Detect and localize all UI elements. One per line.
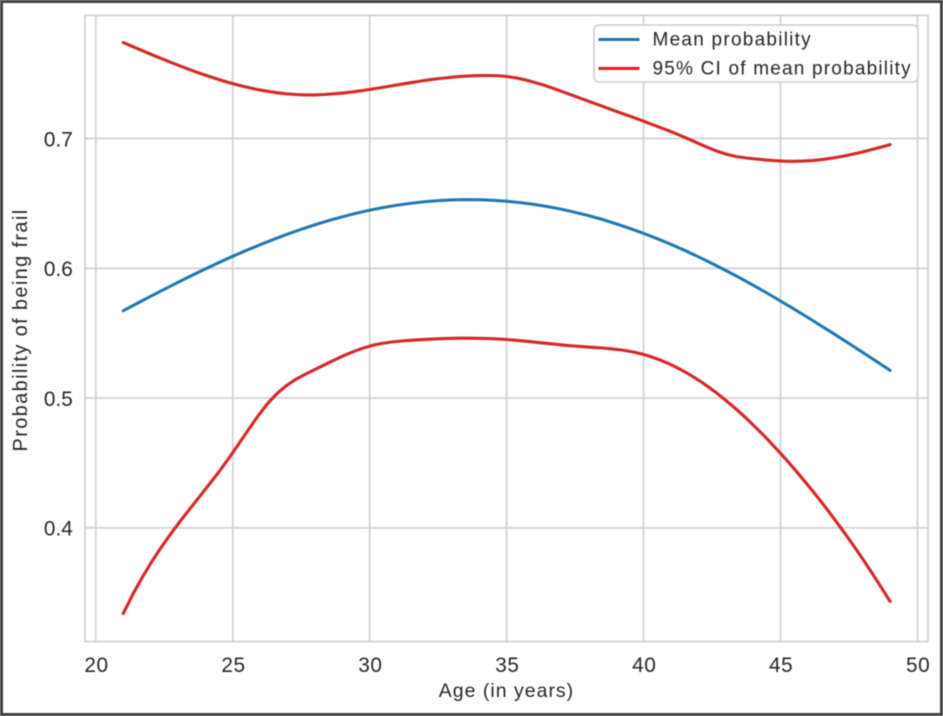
svg-text:Probability of being frail: Probability of being frail: [10, 209, 32, 452]
svg-text:Age (in years): Age (in years): [439, 680, 574, 702]
svg-text:35: 35: [495, 654, 519, 677]
svg-text:50: 50: [906, 654, 930, 677]
svg-text:0.7: 0.7: [44, 128, 73, 151]
svg-text:20: 20: [84, 654, 108, 677]
svg-text:0.5: 0.5: [44, 388, 73, 411]
svg-text:95% CI of mean probability: 95% CI of mean probability: [653, 59, 912, 80]
svg-text:0.6: 0.6: [44, 258, 73, 281]
svg-text:Mean probability: Mean probability: [653, 30, 812, 51]
svg-text:30: 30: [358, 654, 382, 677]
svg-text:40: 40: [632, 654, 656, 677]
svg-text:25: 25: [221, 654, 245, 677]
svg-text:0.4: 0.4: [44, 518, 73, 541]
svg-text:45: 45: [769, 654, 793, 677]
